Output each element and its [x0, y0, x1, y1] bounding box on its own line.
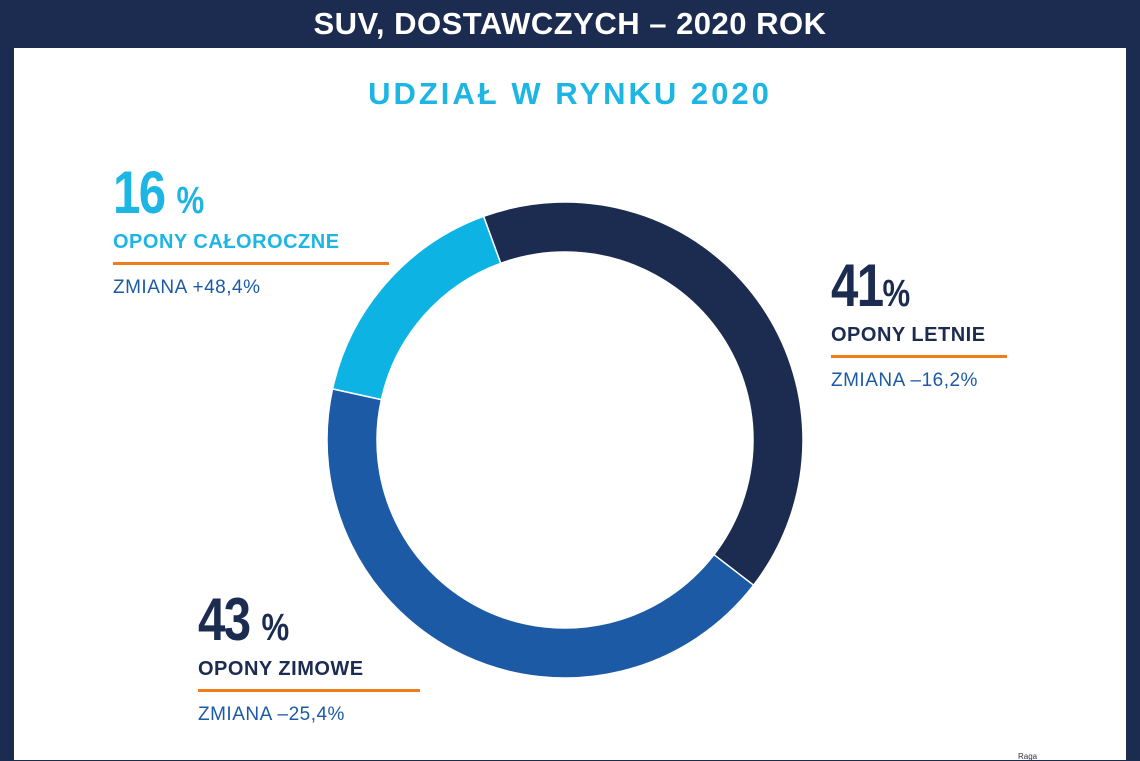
name-zimowe: OPONY ZIMOWE — [198, 658, 420, 692]
change-letnie: ZMIANA –16,2% — [831, 370, 978, 391]
donut-slice-caloroczne — [331, 215, 502, 401]
pct-letnie: 41% — [831, 252, 911, 319]
header-title: SUV, DOSTAWCZYCH – 2020 ROK — [0, 0, 1140, 48]
change-caloroczne: ZMIANA +48,4% — [113, 277, 261, 298]
name-caloroczne: OPONY CAŁOROCZNE — [113, 231, 389, 265]
corner-mark: Raga — [1018, 752, 1038, 761]
donut-slice-letnie — [482, 201, 804, 587]
label-letnie: 41% OPONY LETNIE ZMIANA –16,2% — [831, 256, 1007, 392]
label-zimowe: 43 % OPONY ZIMOWE ZMIANA –25,4% — [198, 590, 420, 726]
label-caloroczne: 16 % OPONY CAŁOROCZNE ZMIANA +48,4% — [113, 163, 389, 299]
pct-caloroczne: 16 % — [113, 159, 205, 226]
chart-title: UDZIAŁ W RYNKU 2020 — [368, 76, 772, 111]
name-letnie: OPONY LETNIE — [831, 324, 1007, 358]
change-zimowe: ZMIANA –25,4% — [198, 704, 345, 725]
donut-slice-zimowe — [326, 387, 755, 679]
pct-zimowe: 43 % — [198, 586, 290, 653]
